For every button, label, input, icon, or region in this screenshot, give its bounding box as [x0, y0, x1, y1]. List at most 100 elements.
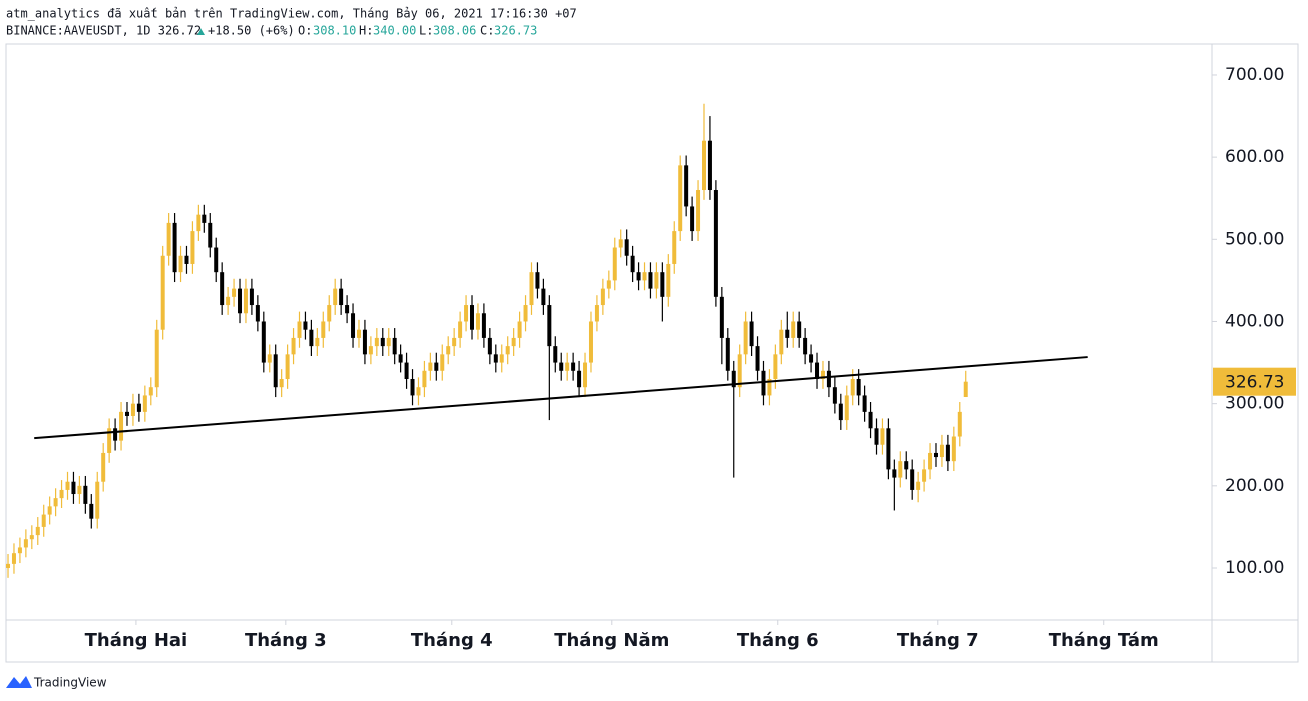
candle-body	[475, 313, 480, 330]
last-price-box	[1213, 367, 1296, 396]
candle-body	[440, 354, 445, 371]
header: atm_analytics đã xuất bản trên TradingVi…	[6, 7, 577, 38]
candle-body	[434, 362, 439, 371]
candle-body	[547, 305, 552, 347]
candle-body	[6, 563, 11, 568]
candle-body	[636, 272, 641, 281]
candle-body	[648, 272, 653, 289]
candle-body	[136, 403, 141, 412]
candle-body	[505, 346, 510, 355]
candle-body	[880, 428, 885, 445]
trendline	[34, 356, 1088, 440]
candle-body	[196, 214, 201, 232]
candle-body	[416, 387, 421, 396]
candle-body	[273, 354, 278, 388]
x-tick-label: Tháng 7	[897, 630, 979, 651]
candle-body	[487, 337, 492, 355]
candle-body	[71, 481, 76, 495]
candle-body	[499, 354, 504, 363]
candle-body	[303, 321, 308, 330]
candle-body	[493, 354, 498, 363]
y-tick-label: 700.00	[1225, 65, 1284, 85]
candle-body	[922, 469, 927, 482]
candle-body	[232, 288, 237, 297]
candle-body	[89, 503, 94, 519]
candle-body	[904, 461, 909, 470]
y-tick-label: 300.00	[1225, 394, 1284, 414]
candle-body	[815, 362, 820, 380]
candle-body	[951, 436, 956, 462]
candle-body	[113, 428, 118, 441]
symbol: BINANCE:AAVEUSDT, 1D 326.72	[6, 24, 201, 38]
candle-body	[933, 452, 938, 458]
candle-body	[939, 444, 944, 458]
candle-body	[767, 379, 772, 396]
candle-body	[351, 313, 356, 338]
candle-body	[29, 535, 34, 540]
y-tick-label: 100.00	[1225, 558, 1284, 578]
candle-body	[606, 280, 611, 289]
candle-body	[238, 288, 243, 314]
candle-body	[928, 452, 933, 470]
candle-body	[452, 337, 457, 347]
candle-body	[761, 370, 766, 396]
candle-body	[220, 272, 225, 306]
frame	[5, 43, 1299, 663]
candle-body	[624, 239, 629, 256]
candle-body	[773, 354, 778, 380]
close-label: C:	[480, 24, 494, 38]
candle-body	[285, 354, 290, 380]
candle-body	[35, 526, 40, 536]
candle-body	[535, 272, 540, 289]
candle-body	[481, 313, 486, 338]
candle-body	[446, 346, 451, 355]
candle-body	[755, 346, 760, 371]
candle-body	[356, 329, 361, 338]
low-value: 308.06	[433, 24, 476, 38]
candle-body	[83, 485, 88, 504]
candle-body	[612, 247, 617, 281]
candle-body	[553, 346, 558, 363]
candle-body	[707, 140, 712, 191]
last-price-label: 326.73	[1225, 373, 1284, 393]
candle-body	[565, 362, 570, 371]
candle-body	[404, 362, 409, 380]
candle-body	[59, 489, 64, 499]
candle-body	[422, 370, 427, 388]
candle-body	[464, 305, 469, 322]
candle-body	[791, 321, 796, 338]
candle-body	[297, 321, 302, 338]
candle-body	[226, 296, 231, 306]
candle-body	[850, 379, 855, 396]
candle-body	[255, 305, 260, 322]
candle-body	[713, 190, 718, 297]
candle-body	[583, 362, 588, 388]
candle-body	[856, 379, 861, 396]
high-label: H:	[359, 24, 373, 38]
candle-body	[315, 337, 320, 347]
candle-body	[511, 337, 516, 347]
close-value: 326.73	[494, 24, 537, 38]
candle-body	[95, 481, 100, 519]
candle-body	[719, 296, 724, 338]
candle-body	[107, 428, 112, 453]
candle-body	[166, 222, 171, 256]
candle-body	[279, 379, 284, 388]
candle-body	[577, 370, 582, 388]
candle-body	[731, 370, 736, 388]
candle-body	[892, 469, 897, 478]
y-tick-label: 200.00	[1225, 476, 1284, 496]
candle-body	[898, 461, 903, 478]
candle-body	[910, 469, 915, 490]
candle-body	[785, 329, 790, 338]
candle-body	[666, 263, 671, 297]
candle-body	[690, 206, 695, 232]
candle-body	[190, 231, 195, 264]
candle-body	[654, 272, 659, 289]
footer-brand: TradingView	[33, 676, 107, 690]
candle-body	[916, 481, 921, 490]
candle-body	[202, 214, 207, 223]
candle-body	[571, 362, 576, 371]
candle-body	[214, 247, 219, 273]
candle-body	[148, 387, 153, 396]
